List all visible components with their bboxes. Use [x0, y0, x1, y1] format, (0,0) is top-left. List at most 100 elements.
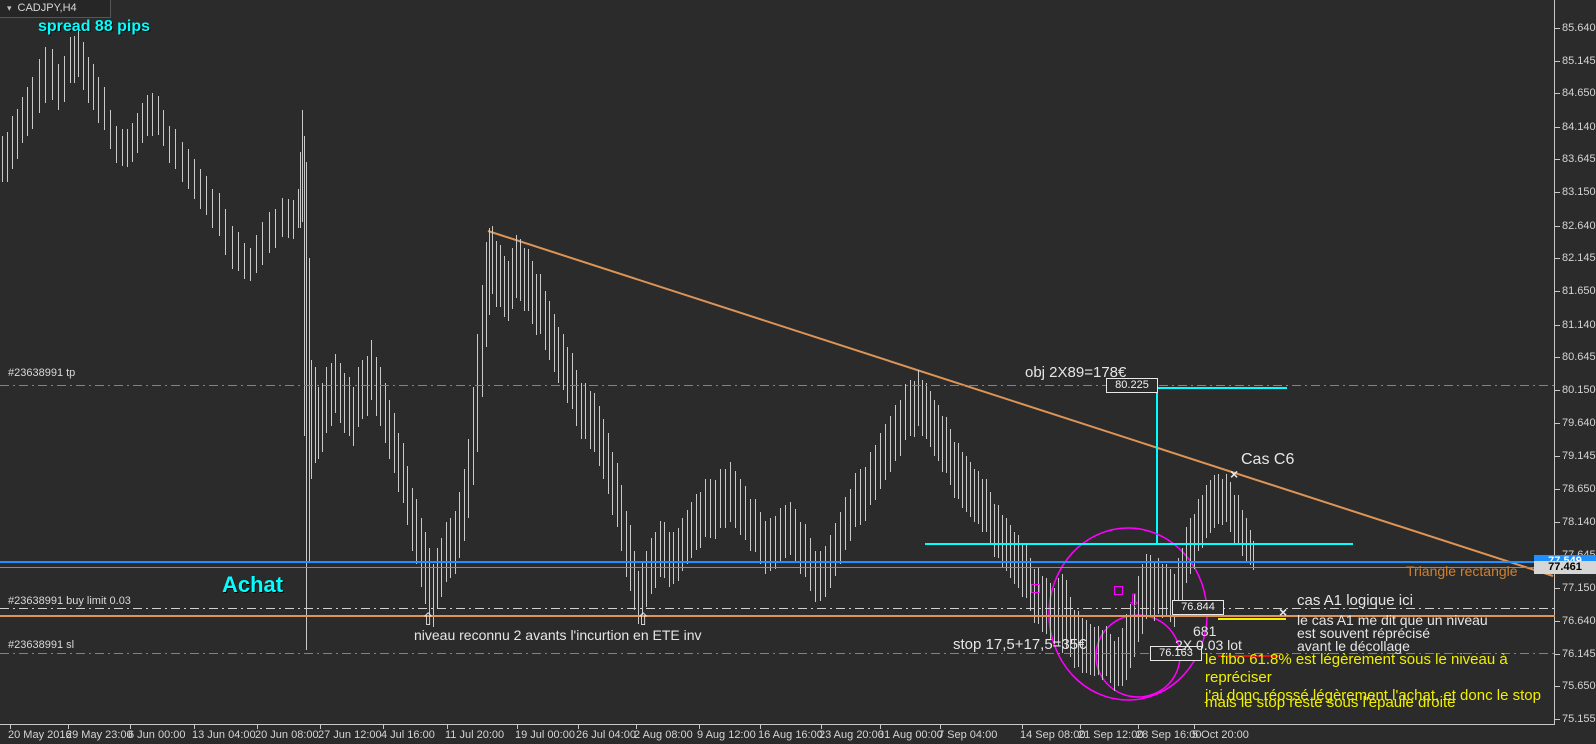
time-axis-tick: [68, 725, 69, 729]
price-bar: [1038, 568, 1039, 624]
price-bar: [147, 95, 148, 136]
price-bar: [152, 93, 153, 136]
time-axis-label: 31 Aug 00:00: [878, 729, 943, 741]
price-axis-label: 85.145: [1562, 55, 1596, 67]
price-bar: [302, 110, 303, 222]
time-axis-label: 19 Jul 00:00: [515, 729, 575, 741]
price-bar: [585, 383, 586, 439]
price-axis-tick: [1555, 61, 1560, 62]
price-bar: [1014, 532, 1015, 584]
price-bar: [188, 149, 189, 189]
price-bar: [282, 198, 283, 237]
price-bar: [64, 56, 65, 102]
price-bar: [12, 116, 13, 169]
time-axis-label: 11 Jul 20:00: [445, 729, 505, 741]
price-bar: [421, 518, 422, 587]
price-bar: [238, 232, 239, 271]
price-bar: [482, 285, 483, 397]
price-bar: [83, 42, 84, 90]
price-bar: [394, 413, 395, 473]
price-axis-tick: [1555, 159, 1560, 160]
price-bar: [775, 516, 776, 569]
price-bar: [206, 176, 207, 215]
price-bar: [380, 367, 381, 426]
magenta-square-marker: [1114, 586, 1123, 595]
price-axis-label: 82.145: [1562, 252, 1596, 264]
price-bar: [1082, 618, 1083, 673]
price-axis-tick: [1555, 357, 1560, 358]
price-bar: [322, 383, 323, 452]
lot-note: 2X 0.03 lot: [1175, 637, 1242, 653]
time-axis-tick: [447, 725, 448, 729]
price-bar: [1253, 541, 1254, 570]
price-bar: [349, 377, 350, 436]
price-bar: [978, 471, 979, 524]
price-bar: [492, 226, 493, 294]
price-axis-label: 75.650: [1562, 680, 1596, 692]
price-bar: [1182, 548, 1183, 604]
price-bar: [17, 109, 18, 159]
price-axis-label: 84.140: [1562, 121, 1596, 133]
price-axis-tick: [1555, 456, 1560, 457]
price-bar: [358, 367, 359, 427]
price-bar: [416, 499, 417, 564]
price-bar: [974, 469, 975, 522]
price-bar: [1186, 527, 1187, 583]
price-axis-tick: [1555, 719, 1560, 720]
price-bar: [825, 546, 826, 597]
price-bar: [459, 492, 460, 558]
symbol-timeframe-box[interactable]: ▾ CADJPY,H4: [0, 0, 111, 18]
price-bar: [1226, 474, 1227, 522]
price-bar: [371, 340, 372, 400]
time-axis-tick: [1022, 725, 1023, 729]
price-bar: [910, 380, 911, 436]
price-bar: [429, 548, 430, 616]
price-bar: [389, 400, 390, 459]
price-bar: [946, 417, 947, 473]
price-bar: [603, 419, 604, 479]
price-bar: [70, 37, 71, 83]
price-bar: [1234, 495, 1235, 544]
price-bar: [642, 561, 643, 616]
price-bar: [682, 518, 683, 571]
price-bar: [954, 442, 955, 498]
price-bar: [691, 502, 692, 558]
price-bar: [646, 551, 647, 607]
price-bar: [433, 564, 434, 627]
time-axis-label: 16 Aug 16:00: [758, 729, 823, 741]
stop-loss-line: [0, 653, 1555, 654]
price-bar: [970, 462, 971, 517]
time-axis-label: 20 May 2016: [8, 729, 72, 741]
price-axis-label: 83.150: [1562, 186, 1596, 198]
achat-label: Achat: [222, 572, 284, 597]
price-bar: [715, 480, 716, 539]
price-bar: [885, 424, 886, 480]
price-bar: [599, 406, 600, 466]
time-axis-tick: [578, 725, 579, 729]
time-axis-tick: [880, 725, 881, 729]
fibo-note: le fibo 61.8% est légèrement sous le niv…: [1205, 651, 1541, 704]
price-bar: [225, 209, 226, 255]
price-bar: [594, 393, 595, 452]
price-bar: [581, 383, 582, 439]
spread-label: spread 88 pips: [38, 18, 151, 35]
price-bar: [890, 416, 891, 472]
price-bar: [687, 510, 688, 564]
price-bar: [315, 367, 316, 463]
price-bar: [1218, 474, 1219, 524]
price-bar: [572, 353, 573, 409]
price-bar: [815, 551, 816, 602]
price-bar: [678, 528, 679, 581]
price-bar: [990, 492, 991, 545]
price-bar: [840, 512, 841, 564]
price-bar: [27, 87, 28, 136]
chart-plot-area[interactable]: #23638991 tp #23638991 buy limit 0.03 #236…: [0, 0, 1555, 725]
price-bar: [385, 383, 386, 443]
price-bar: [110, 110, 111, 149]
price-bar: [52, 49, 53, 100]
price-bar: [870, 452, 871, 505]
price-bar: [875, 445, 876, 500]
orange-support-line: [0, 615, 1555, 617]
order-label: #23638991 buy limit 0.03: [8, 595, 131, 607]
price-bar: [532, 261, 533, 324]
